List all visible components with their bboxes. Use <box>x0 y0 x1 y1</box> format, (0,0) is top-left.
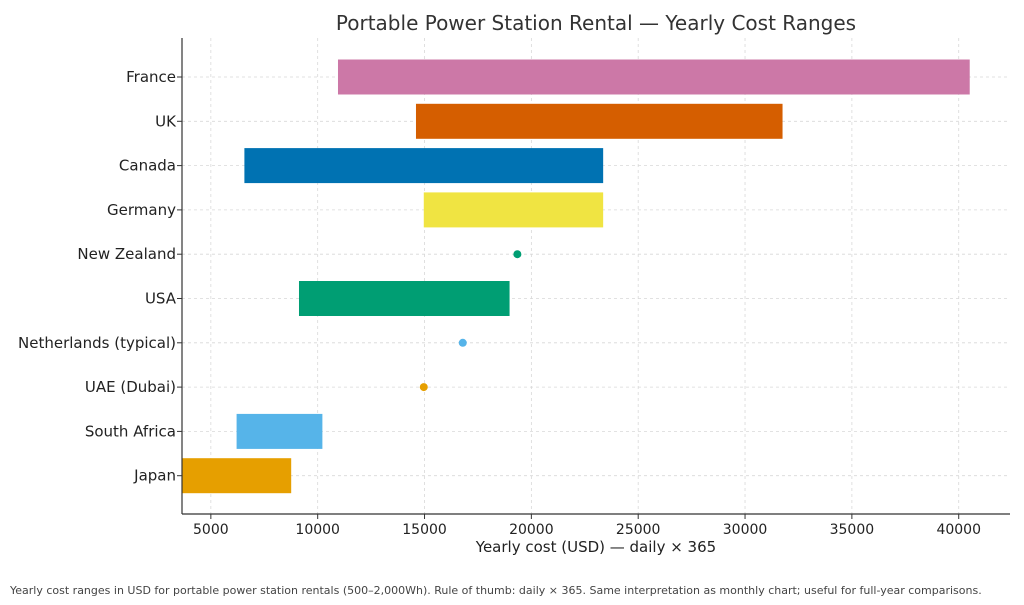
range-bar <box>182 458 292 494</box>
chart-title: Portable Power Station Rental — Yearly C… <box>336 11 856 35</box>
range-bar <box>244 148 604 184</box>
x-tick-label: 40000 <box>936 522 981 538</box>
range-bars <box>182 59 970 494</box>
range-bar <box>337 59 970 95</box>
range-chart: France UK Canada Germany New Zealand USA Nethe… <box>18 11 1010 556</box>
range-bar <box>298 281 510 316</box>
y-tick-label: UAE (Dubai) <box>85 378 176 396</box>
chart-caption: Yearly cost ranges in USD for portable p… <box>10 584 982 597</box>
y-tick-label: France <box>126 68 176 86</box>
axes <box>177 38 1010 519</box>
x-tick-label: 5000 <box>193 522 229 538</box>
range-point <box>513 250 522 259</box>
x-tick-label: 30000 <box>723 522 768 538</box>
range-bar <box>415 103 783 139</box>
x-tick-label: 20000 <box>509 522 554 538</box>
range-bar <box>423 192 604 228</box>
x-tick-label: 10000 <box>295 522 340 538</box>
y-tick-label: UK <box>155 112 177 130</box>
y-tick-label: Canada <box>119 157 176 175</box>
range-point <box>419 383 428 392</box>
y-tick-label: New Zealand <box>77 245 176 263</box>
x-axis-label: Yearly cost (USD) — daily × 365 <box>475 538 716 556</box>
y-tick-label: USA <box>145 290 177 308</box>
y-tick-label: Japan <box>133 467 176 485</box>
range-point <box>458 338 467 347</box>
y-tick-label: Germany <box>107 201 176 219</box>
range-bar <box>236 413 323 449</box>
y-tick-labels: France UK Canada Germany New Zealand USA Nethe… <box>18 68 177 485</box>
x-tick-label: 15000 <box>402 522 447 538</box>
x-tick-label: 25000 <box>616 522 661 538</box>
x-tick-label: 35000 <box>830 522 875 538</box>
y-tick-label: South Africa <box>85 422 176 440</box>
y-tick-label: Netherlands (typical) <box>18 334 176 352</box>
x-tick-labels: 5000 10000 15000 20000 25000 30000 35000 40000 <box>193 522 981 538</box>
